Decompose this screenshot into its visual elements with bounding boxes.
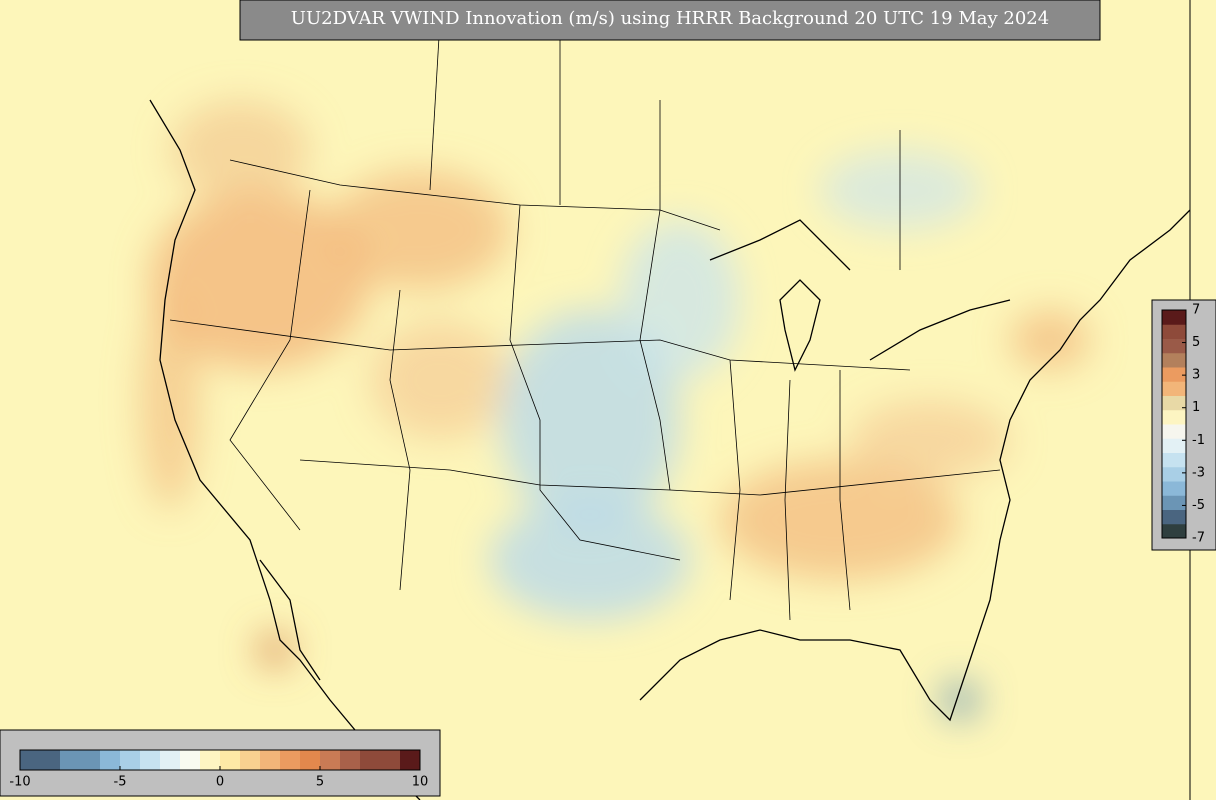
- colorbar-segment: [20, 750, 41, 770]
- colorbar-segment: [200, 750, 221, 770]
- colorbar-tick-label: 5: [1192, 335, 1200, 350]
- colorbar-tick-label: 1: [1192, 400, 1200, 415]
- colorbar-tick-label: 7: [1192, 303, 1200, 318]
- colorbar-tick-label: 0: [216, 775, 224, 790]
- colorbar-segment: [240, 750, 261, 770]
- colorbar-tick-label: -7: [1192, 531, 1205, 546]
- colorbar-segment: [1162, 352, 1186, 368]
- colorbar-segment: [1162, 338, 1186, 354]
- colorbar-tick-label: -3: [1192, 465, 1205, 480]
- colorbar-segment: [220, 750, 241, 770]
- coastlines: [149, 99, 1191, 801]
- colorbar-segment: [300, 750, 321, 770]
- colorbar-segment: [1162, 466, 1186, 482]
- colorbar-tick-label: -5: [114, 775, 127, 790]
- colorbar-segment: [1162, 452, 1186, 468]
- colorbar-segment: [260, 750, 281, 770]
- colorbar-segment: [1162, 310, 1186, 325]
- colorbar-segment: [380, 750, 401, 770]
- colorbar-segment: [1162, 523, 1186, 539]
- colorbar-tick-label: -5: [1192, 498, 1205, 513]
- colorbar-tick-label: 3: [1192, 368, 1200, 383]
- colorbar-segment: [160, 750, 181, 770]
- colorbar-tick-label: 10: [412, 775, 429, 790]
- colorbar-segment: [60, 750, 81, 770]
- colorbar-segment: [1162, 495, 1186, 510]
- colorbar-segment: [1162, 424, 1186, 439]
- colorbar-segment: [360, 750, 381, 770]
- colorbar-segment: [80, 750, 101, 770]
- colorbar-segment: [1162, 395, 1186, 411]
- colorbar-segment: [320, 750, 341, 770]
- colorbar-segment: [400, 750, 421, 770]
- colorbar-segment: [1162, 509, 1186, 525]
- colorbar-segment: [1162, 367, 1186, 382]
- colorbar-tick-label: -1: [1192, 433, 1205, 448]
- colorbar-tick-label: -10: [9, 775, 30, 790]
- colorbar-segment: [120, 750, 141, 770]
- borders: [169, 19, 1001, 621]
- colorbar-segment: [1162, 438, 1186, 453]
- colorbar-segment: [180, 750, 201, 770]
- colorbar-segment: [1162, 381, 1186, 396]
- colorbar-tick-label: 5: [316, 775, 324, 790]
- colorbars: -10 -5 0 5 10 7 5 3 1 -1 -3 -5 -7: [9, 303, 1205, 790]
- colorbar-segment: [40, 750, 61, 770]
- title-box: [239, 0, 1101, 41]
- colorbar-frame: [1161, 309, 1187, 539]
- title: UU2DVAR VWIND Innovation (m/s) using HRR…: [291, 8, 1049, 29]
- colorbar-segment: [100, 750, 121, 770]
- colorbar-segment: [1162, 409, 1186, 425]
- colorbar-segment: [280, 750, 301, 770]
- colorbar-segment: [340, 750, 361, 770]
- colorbar-segment: [140, 750, 161, 770]
- colorbar-segment: [1162, 481, 1186, 496]
- field-shading: [140, 100, 1090, 720]
- colorbar-segment: [1162, 324, 1186, 339]
